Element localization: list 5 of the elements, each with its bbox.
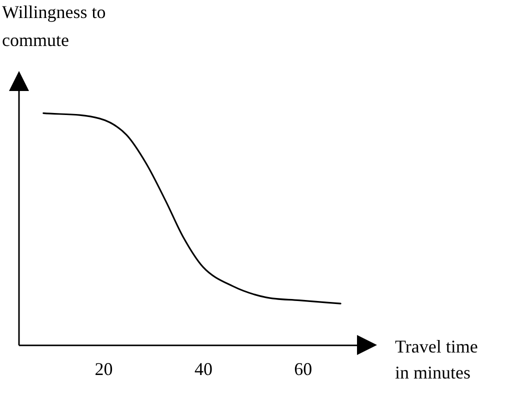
x-tick-label: 40 — [194, 358, 212, 379]
x-tick-label: 60 — [294, 358, 312, 379]
x-axis-title: Travel time in minutes — [395, 336, 478, 382]
y-axis-title: Willingness to commute — [2, 2, 106, 50]
x-tick-label: 20 — [94, 358, 113, 379]
